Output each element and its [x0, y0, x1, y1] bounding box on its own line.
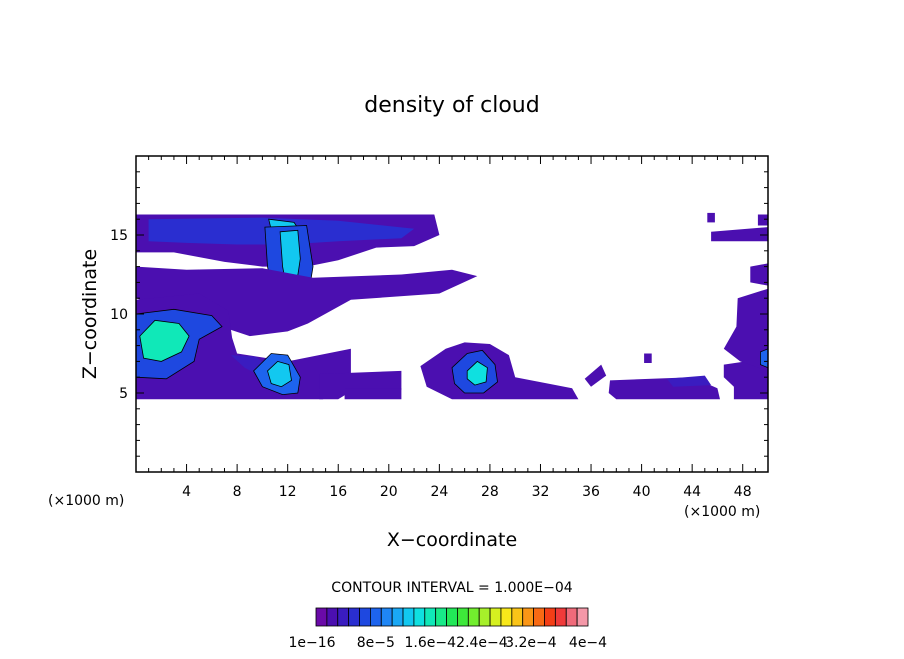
contour-region-left-cell-peak — [139, 319, 190, 362]
contour-region-right-edge-core — [760, 348, 768, 369]
colorbar-swatch — [435, 607, 447, 627]
x-tick-label: 44 — [683, 484, 701, 500]
contour-region-cell-27 — [420, 342, 579, 400]
colorbar-swatch — [337, 607, 350, 627]
colorbar-swatch — [402, 607, 415, 627]
x-tick-label: 8 — [233, 484, 242, 500]
y-tick-label: 15 — [110, 228, 128, 244]
colorbar-label: 1e−16 — [288, 635, 335, 651]
contour-region-right-edge-sliver — [750, 263, 768, 286]
contour-region-small-cell-11-peak — [267, 360, 292, 388]
colorbar-labels: 1e−16 8e−5 1.6e−4 2.4e−43.2e−4 4e−4 — [288, 635, 607, 651]
colorbar-swatch — [544, 607, 556, 627]
x-tick-label: 48 — [734, 484, 752, 500]
colorbar-label: 3.2e−4 — [505, 635, 557, 651]
colorbar-swatch — [565, 607, 578, 627]
chart-title: density of cloud — [364, 93, 539, 118]
contour-region-dot-40 — [644, 353, 652, 363]
x-tick-label: 12 — [279, 484, 297, 500]
contour-region-right-scatter — [584, 364, 607, 387]
contour-region-right-band-small — [666, 375, 712, 387]
x-tick-label: 28 — [481, 484, 499, 500]
x-tick-label: 4 — [182, 484, 191, 500]
y-axis-label: Z−coordinate — [79, 249, 101, 379]
colorbar-swatch — [554, 607, 567, 627]
colorbar-swatch — [457, 607, 469, 627]
x-tick-label: 20 — [380, 484, 398, 500]
colorbar-label: 2.4e−4 — [456, 635, 508, 651]
colorbar-swatch — [500, 607, 513, 627]
colorbar-swatch — [359, 607, 371, 627]
x-tick-label: 40 — [633, 484, 651, 500]
colorbar-swatch — [424, 607, 437, 627]
x-unit-left: (×1000 m) — [48, 493, 124, 509]
x-tick-label: 24 — [430, 484, 448, 500]
y-tick-label: 5 — [119, 386, 128, 402]
colorbar-swatch — [478, 607, 491, 627]
contour-region-top-right-dot — [707, 212, 715, 223]
colorbar-swatch — [533, 607, 545, 627]
colorbar-swatch — [369, 607, 382, 627]
contour-region-right-edge-mid — [723, 288, 768, 371]
contour-region-low-band-mid — [344, 388, 402, 400]
contour-region-low-band-left — [319, 370, 402, 400]
x-tick-label: 32 — [532, 484, 550, 500]
contour-fill-layer — [136, 212, 768, 400]
x-tick-label: 36 — [582, 484, 600, 500]
contour-region-right-edge-low — [723, 358, 768, 400]
x-unit-right: (×1000 m) — [684, 504, 760, 520]
colorbar-swatch — [413, 607, 426, 627]
colorbar-swatch — [522, 607, 534, 627]
contour-region-cell-27-peak — [466, 360, 488, 386]
contour-region-right-edge-top — [757, 214, 768, 226]
colorbar-swatch — [380, 607, 393, 627]
colorbar-label: 1.6e−4 — [404, 635, 456, 651]
colorbar-swatch — [326, 607, 339, 627]
x-axis-label: X−coordinate — [387, 529, 517, 551]
colorbar-swatch — [489, 607, 502, 627]
colorbar-swatch — [467, 607, 480, 627]
contour-region-right-edge-upper — [711, 227, 768, 242]
colorbar-swatch — [315, 607, 328, 627]
colorbar-swatch — [576, 607, 589, 627]
y-tick-label: 10 — [110, 307, 128, 323]
colorbar-swatch — [446, 607, 458, 627]
colorbar-swatch — [348, 607, 360, 627]
colorbar-label: 4e−4 — [569, 635, 607, 651]
x-tick-label: 16 — [329, 484, 347, 500]
colorbar-swatch — [391, 607, 404, 627]
colorbar-label: 8e−5 — [357, 635, 395, 651]
colorbar — [315, 607, 589, 627]
colorbar-swatch — [511, 607, 524, 627]
contour-interval-label: CONTOUR INTERVAL = 1.000E−04 — [331, 580, 572, 596]
